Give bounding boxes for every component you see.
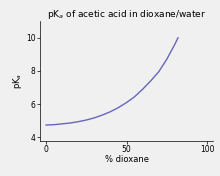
X-axis label: % dioxane: % dioxane	[104, 155, 148, 164]
Y-axis label: pK$_a$: pK$_a$	[11, 73, 24, 89]
Title: pK$_a$ of acetic acid in dioxane/water: pK$_a$ of acetic acid in dioxane/water	[47, 8, 206, 21]
